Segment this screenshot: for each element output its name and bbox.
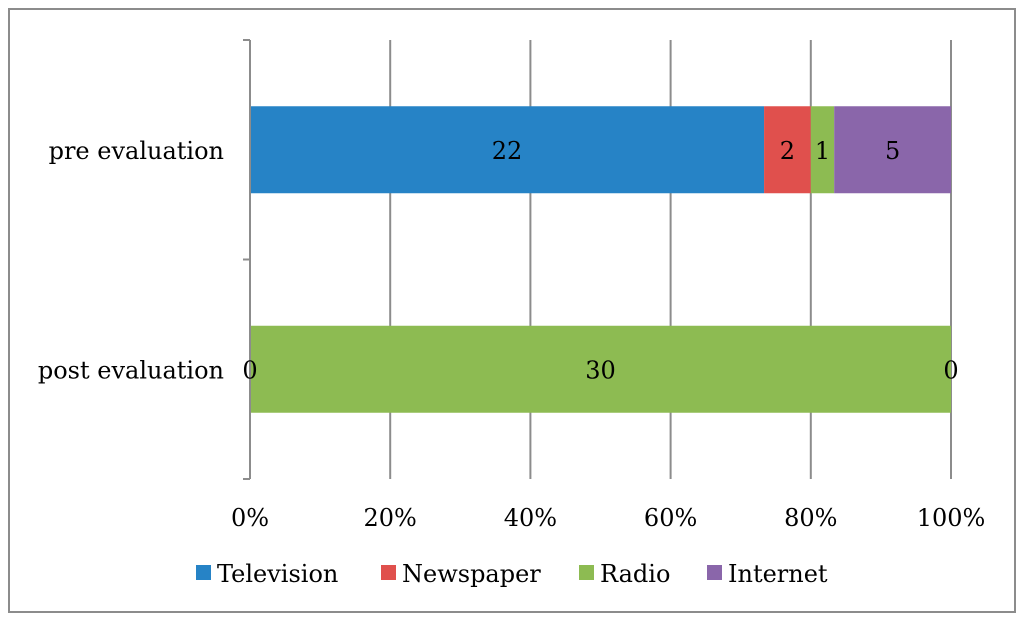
category-label-post-evaluation: post evaluation xyxy=(38,356,224,384)
legend-swatch-newspaper xyxy=(381,565,396,580)
data-label-post-evaluation-radio: 30 xyxy=(585,356,616,384)
legend-label-internet: Internet xyxy=(728,560,828,588)
data-label-pre-evaluation-internet: 5 xyxy=(885,137,900,165)
data-label-post-evaluation-internet: 0 xyxy=(943,356,958,384)
legend-label-television: Television xyxy=(217,560,338,588)
legend: Television Newspaper Radio Internet xyxy=(196,560,828,588)
data-label-pre-evaluation-radio: 1 xyxy=(815,137,830,165)
category-label-pre-evaluation: pre evaluation xyxy=(49,137,224,165)
x-tick-100: 100% xyxy=(917,504,986,532)
x-tick-60: 60% xyxy=(644,504,697,532)
axes xyxy=(243,39,251,480)
category-labels: pre evaluation post evaluation xyxy=(38,137,224,385)
legend-label-newspaper: Newspaper xyxy=(402,560,541,588)
data-label-post-evaluation-television: 0 xyxy=(242,356,257,384)
legend-swatch-internet xyxy=(707,565,722,580)
bar-pre-evaluation-internet xyxy=(834,106,951,194)
x-tick-labels: 0% 20% 40% 60% 80% 100% xyxy=(231,504,985,532)
data-label-pre-evaluation-newspaper: 2 xyxy=(780,137,795,165)
x-tick-0: 0% xyxy=(231,504,269,532)
gridlines xyxy=(389,40,952,479)
bar-pre-evaluation-television xyxy=(250,106,765,194)
data-label-pre-evaluation-television: 22 xyxy=(492,137,523,165)
bar-pre-evaluation-radio xyxy=(810,106,835,194)
x-tick-20: 20% xyxy=(364,504,417,532)
legend-swatch-television xyxy=(196,565,211,580)
x-tick-40: 40% xyxy=(504,504,557,532)
x-tick-80: 80% xyxy=(784,504,837,532)
legend-label-radio: Radio xyxy=(600,560,670,588)
legend-swatch-radio xyxy=(579,565,594,580)
bars xyxy=(250,106,951,413)
bar-pre-evaluation-newspaper xyxy=(764,106,811,194)
bar-post-evaluation-radio xyxy=(250,325,951,413)
data-labels: 22 2 1 50 30 0 xyxy=(242,137,958,385)
